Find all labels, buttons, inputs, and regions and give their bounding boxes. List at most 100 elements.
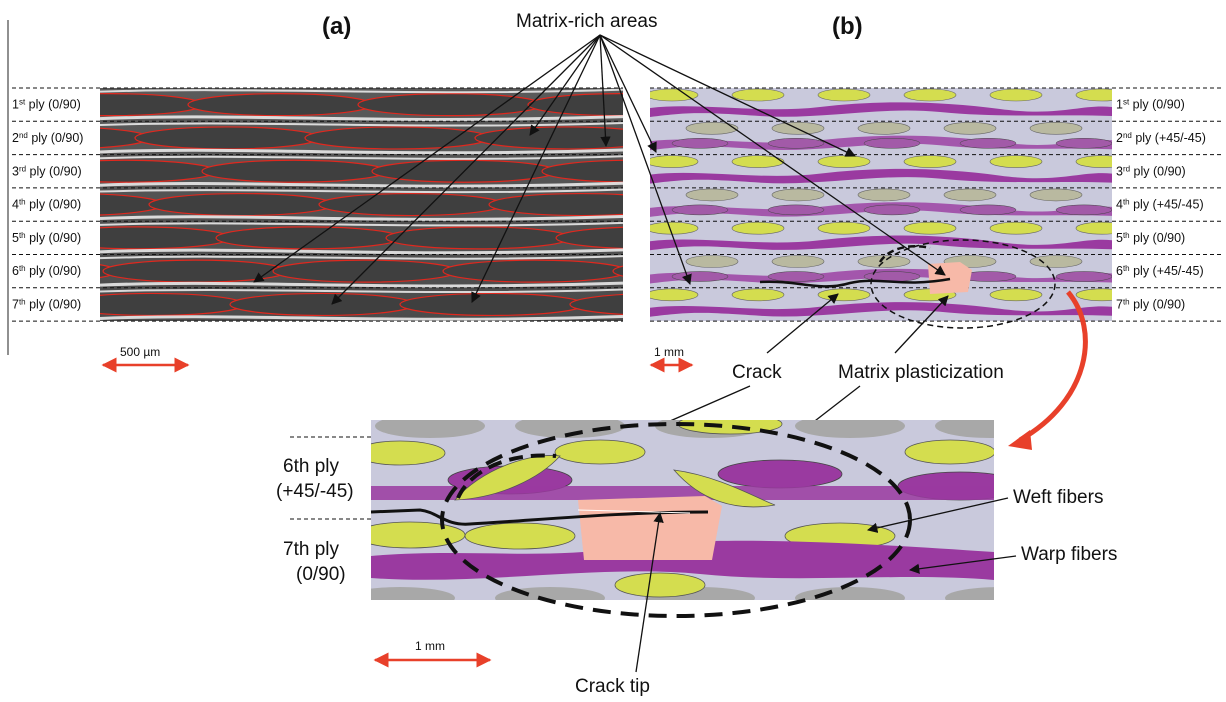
fiber-tow-outline	[569, 293, 623, 316]
weft-fiber-tow	[817, 88, 871, 102]
matrix-plasticization-label: Matrix plasticization	[838, 362, 1004, 383]
angled-fiber-tow	[863, 138, 921, 149]
ply-label-b: 6th ply (+45/-45)	[1116, 264, 1204, 279]
angled-fiber-tow	[959, 138, 1017, 149]
weft-fiber-tow	[817, 221, 871, 235]
weft-fiber-tow	[554, 439, 646, 465]
fiber-tow-outline	[187, 93, 373, 117]
weft-fiber-tow	[1029, 255, 1083, 268]
panel-a-ply-labels: 1st ply (0/90) 2nd ply (0/90) 3rd ply (0/9…	[12, 97, 83, 311]
weft-fiber-tow	[731, 88, 785, 102]
ply-label-a: 3rd ply (0/90)	[12, 164, 82, 179]
ply-label-a: 4th ply (0/90)	[12, 197, 81, 212]
weft-fiber-tow	[857, 188, 911, 202]
weft-fiber-tow	[817, 288, 871, 302]
warp-fiber-band	[371, 540, 994, 580]
crack-zoom	[370, 508, 709, 526]
fiber-tow-outline	[442, 259, 623, 283]
angled-fiber-tow	[863, 204, 921, 216]
scale-label-zoom: 1 mm	[415, 639, 445, 653]
weft-fiber-tow	[371, 440, 446, 466]
angled-fiber-tow	[767, 138, 825, 149]
angled-fiber-tow	[767, 271, 825, 282]
scale-label-b: 1 mm	[654, 345, 684, 359]
plasticization-zone-b	[928, 262, 972, 294]
crack-b	[759, 277, 951, 288]
panel-b-ply-labels: 1st ply (0/90) 2nd ply (+45/-45) 3rd ply (…	[1116, 97, 1206, 311]
panel-b-schematic	[650, 88, 1112, 321]
weft-fiber-tow	[857, 122, 911, 135]
fiber-tow-outline	[541, 159, 623, 183]
weft-fiber-tow	[1029, 122, 1083, 135]
weft-fiber-tow	[731, 221, 785, 235]
weft-fiber-tow	[685, 122, 739, 135]
fiber-tow-outline	[229, 292, 415, 317]
weft-fiber-tow	[1029, 188, 1083, 202]
panel-b-label: (b)	[832, 13, 863, 40]
weft-fiber-tow	[989, 88, 1043, 102]
weft-fiber-tow	[464, 522, 576, 550]
weft-fiber-tow	[731, 155, 785, 168]
panel-a-label: (a)	[322, 13, 351, 40]
angled-fiber-tow	[717, 459, 843, 489]
fiber-tow-outline	[304, 126, 490, 150]
fiber-tow-outline	[215, 226, 401, 250]
ply-label-b: 5th ply (0/90)	[1116, 230, 1185, 245]
fiber-tow-outline	[555, 226, 623, 250]
angled-fiber-tow	[1055, 204, 1112, 216]
zoom-ply6-label: 6th ply	[283, 456, 339, 477]
weft-fiber-tow	[1075, 88, 1112, 102]
weft-fiber-tow	[1075, 288, 1112, 302]
ply-label-b: 3rd ply (0/90)	[1116, 164, 1186, 179]
angled-fiber-tow	[1055, 271, 1112, 282]
crack-tip-label: Crack tip	[575, 676, 650, 697]
crack-label: Crack	[732, 362, 782, 383]
fiber-tow-outline	[488, 192, 623, 217]
matrix-rich-arrows	[253, 34, 946, 305]
plasticization-zone-zoom	[578, 496, 722, 560]
weft-fiber-tow	[943, 122, 997, 135]
fiber-tow-outline	[474, 126, 623, 150]
weft-fiber-tow	[903, 155, 957, 168]
weft-fiber-tow	[771, 255, 825, 268]
ply-label-b: 1st ply (0/90)	[1116, 97, 1185, 112]
warp-fiber-band	[650, 302, 1112, 317]
weft-fiber-tow	[1075, 155, 1112, 168]
ply-label-a: 2nd ply (0/90)	[12, 130, 83, 145]
fiber-tow-outline	[385, 226, 571, 250]
ply-label-b: 4th ply (+45/-45)	[1116, 197, 1204, 212]
warp-fibers-label: Warp fibers	[1021, 544, 1117, 565]
weft-fiber-tow	[903, 221, 957, 235]
weft-fiber-tow	[989, 155, 1043, 168]
fiber-tow-outline	[357, 93, 543, 117]
weft-fiber-tow	[943, 188, 997, 202]
fiber-tow-outline	[318, 192, 504, 217]
detail-region-ellipse-b	[870, 239, 1056, 329]
angled-fiber-tow	[671, 271, 729, 282]
weft-fiber-tow	[771, 188, 825, 202]
panel-b-ply-boundaries	[650, 87, 1222, 322]
fiber-tow-outline	[100, 292, 245, 317]
fiber-tow-outline	[612, 265, 623, 277]
zoom-arrow	[1018, 290, 1088, 443]
angled-fiber-tow	[1055, 138, 1112, 149]
warp-fiber-band	[650, 235, 1112, 251]
weft-fiber-tow	[685, 188, 739, 202]
weft-fibers-label: Weft fibers	[1013, 487, 1103, 508]
ply-label-a: 6th ply (0/90)	[12, 264, 81, 279]
ply-label-a: 5th ply (0/90)	[12, 230, 81, 245]
zoom-ply7-orientation: (0/90)	[296, 564, 346, 585]
ply-label-a: 7th ply (0/90)	[12, 297, 81, 312]
scale-label-a: 500 µm	[120, 345, 160, 359]
angled-fiber-tow	[671, 204, 729, 216]
weft-fiber-tow	[650, 155, 699, 168]
weft-fiber-tow	[817, 155, 871, 168]
zoom-ply7-label: 7th ply	[283, 539, 339, 560]
zoom-ply6-orientation: (+45/-45)	[276, 481, 354, 502]
fiber-tow-outline	[148, 192, 334, 217]
fiber-tow-outline	[399, 292, 585, 317]
angled-fiber-tow	[959, 204, 1017, 216]
weft-fiber-tow	[1075, 221, 1112, 235]
ply-label-b: 2nd ply (+45/-45)	[1116, 130, 1206, 145]
weft-fiber-tow	[650, 88, 699, 102]
